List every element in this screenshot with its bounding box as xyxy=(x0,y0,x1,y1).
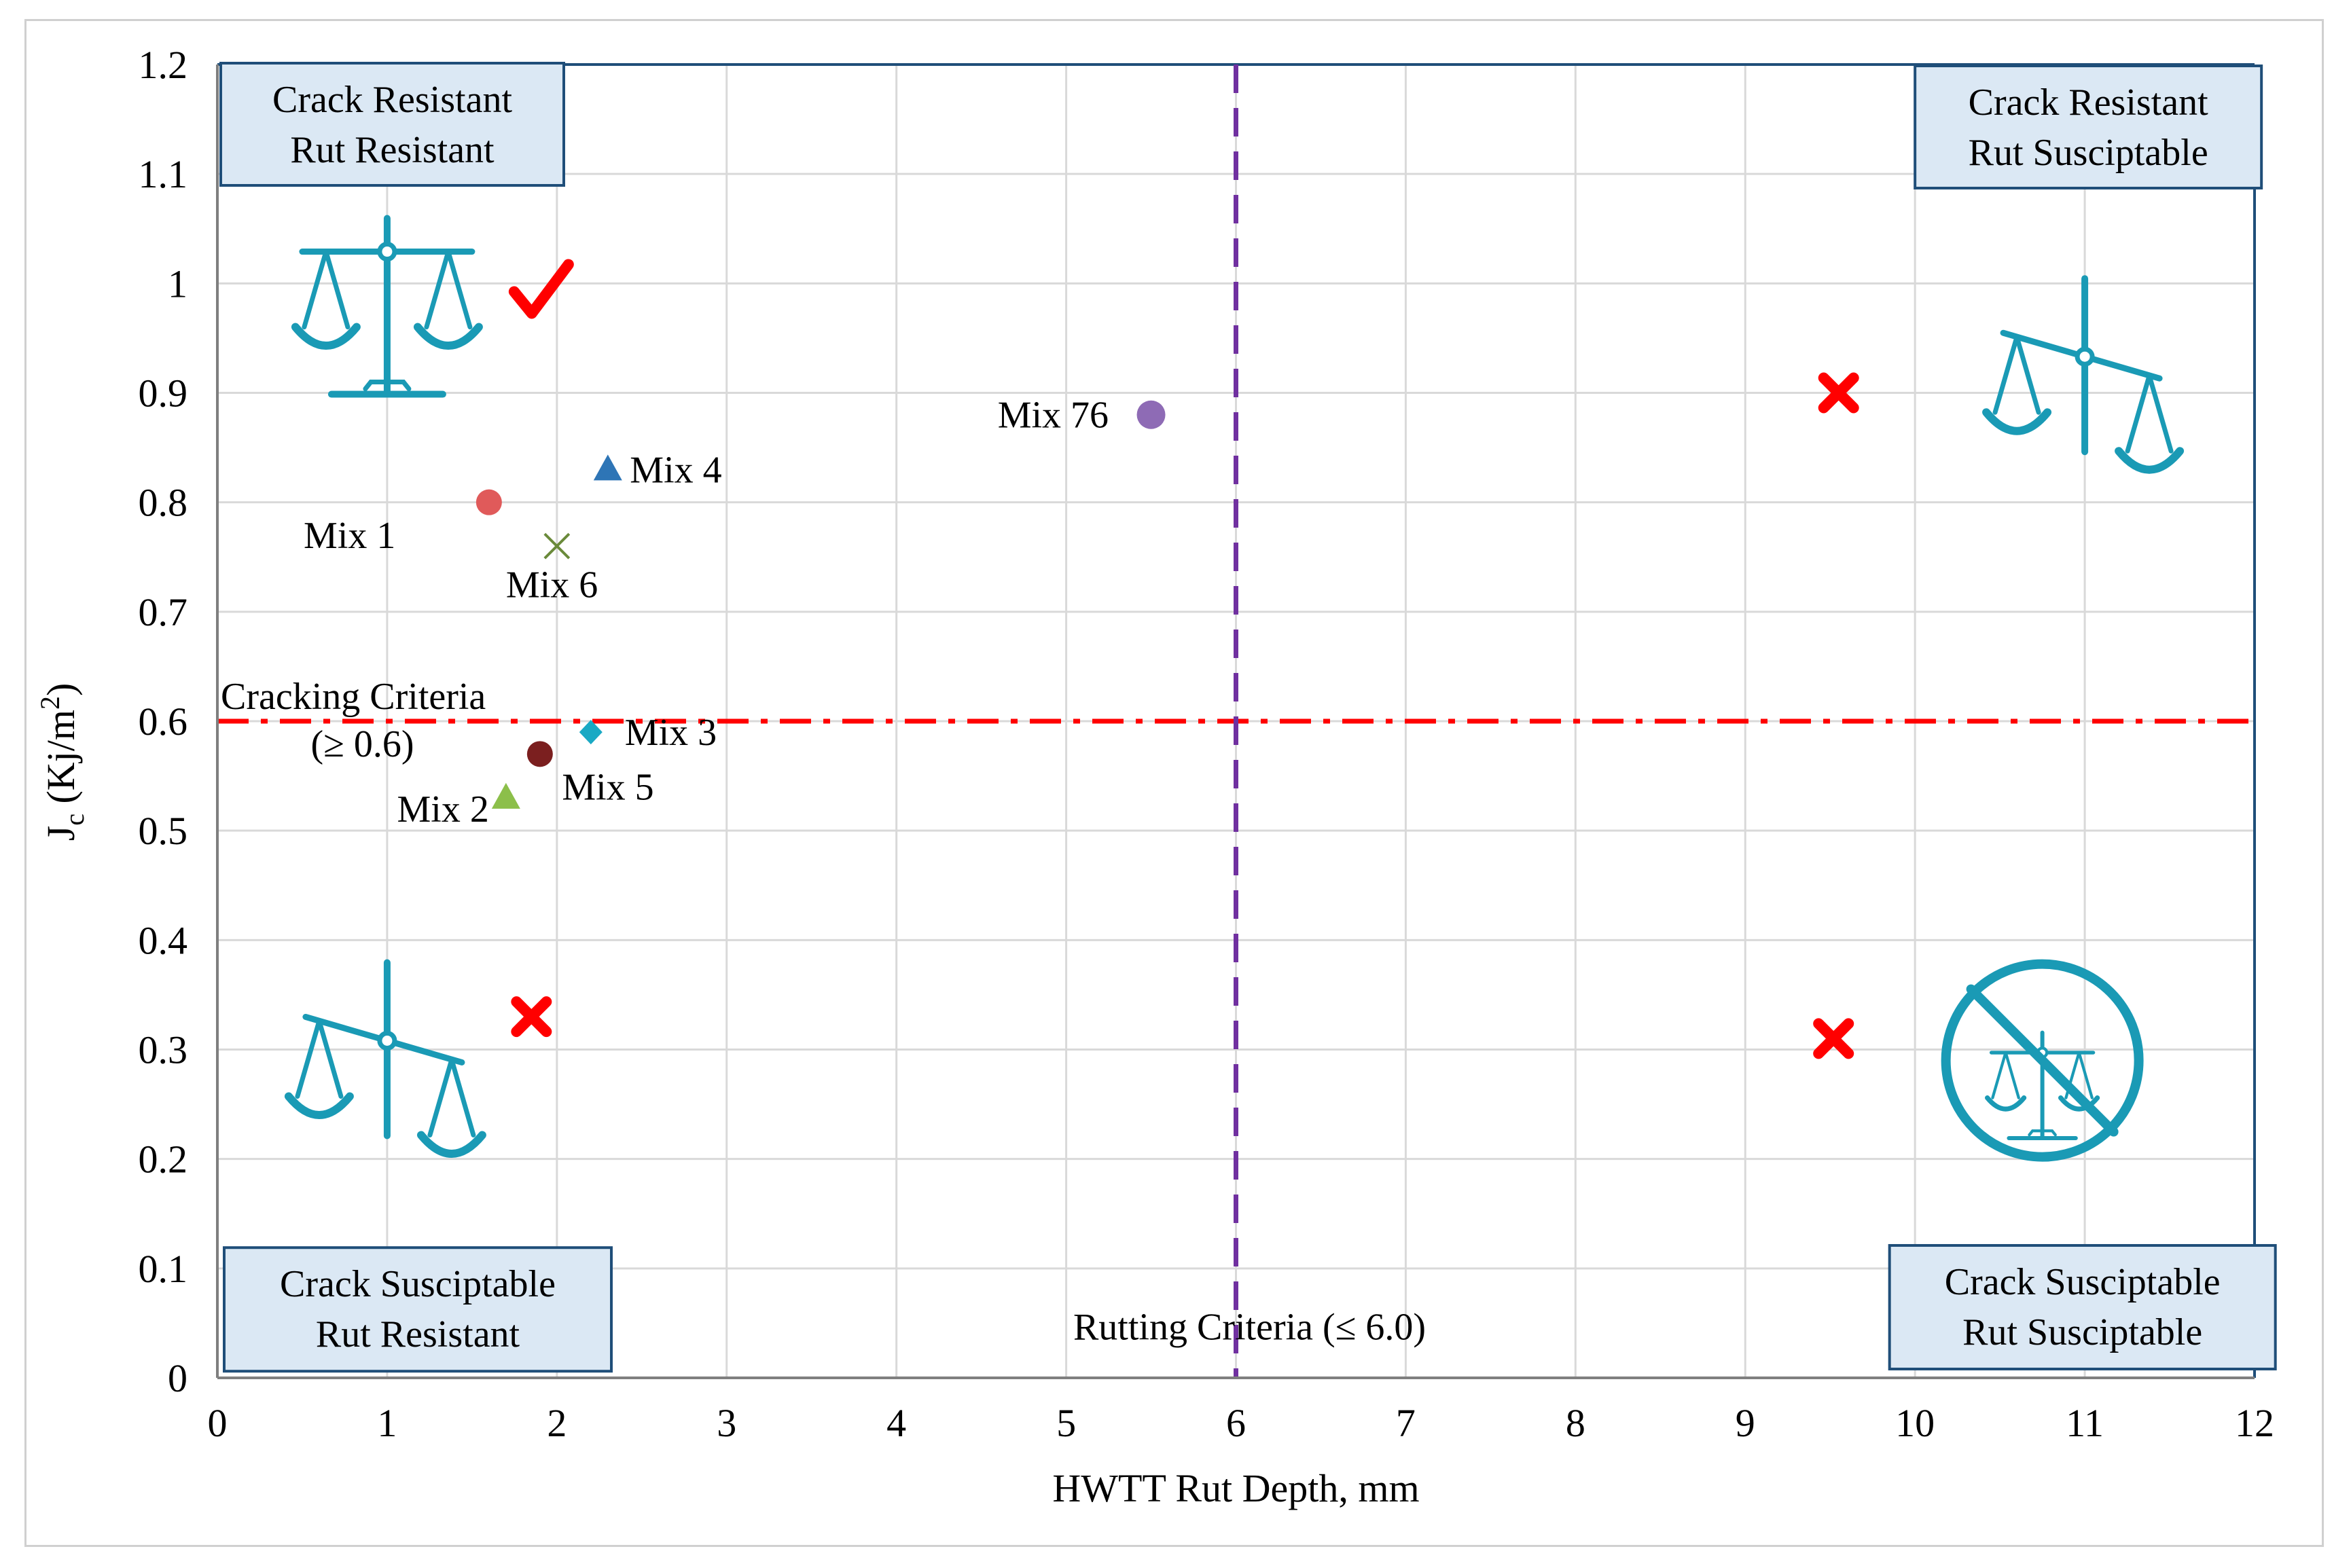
quadrant-box-top-left xyxy=(219,62,565,187)
prohibited-scale-icon xyxy=(1941,959,2144,1162)
mix-2-point xyxy=(491,782,520,809)
x-tick-label: 3 xyxy=(717,1401,736,1445)
prohibited-inner-scale xyxy=(1988,1033,2098,1138)
prohibited-slash xyxy=(1966,984,2119,1137)
x-axis-title: HWTT Rut Depth, mm xyxy=(1052,1466,1419,1510)
mix-5-label: Mix 5 xyxy=(562,767,653,809)
tilted-scale-icon xyxy=(289,962,482,1154)
y-tick-label: 0.3 xyxy=(139,1028,188,1072)
y-tick-label: 0.7 xyxy=(139,590,188,634)
tilted-scale-icon xyxy=(1986,278,2180,470)
x-tick-label: 4 xyxy=(886,1401,906,1445)
mix-3-label: Mix 3 xyxy=(625,712,717,754)
x-tick-label: 12 xyxy=(2235,1401,2274,1445)
quadrant-label-top-left-line2: Rut Resistant xyxy=(290,129,495,171)
x-tick-label: 11 xyxy=(2066,1401,2104,1445)
y-axis-title: Jc (Kj/m2) xyxy=(35,683,90,841)
quadrant-label-top-right-line1: Crack Resistant xyxy=(1969,81,2208,124)
mix-4-point xyxy=(593,454,622,481)
mix-76-label: Mix 76 xyxy=(998,395,1109,437)
y-tick-label: 0.5 xyxy=(139,809,188,853)
y-tick-label: 0.1 xyxy=(139,1247,188,1291)
y-axis-title-unit: (Kj/m xyxy=(39,710,83,814)
x-tick-label: 8 xyxy=(1566,1401,1585,1445)
mix-76-point xyxy=(1136,400,1166,429)
y-tick-label: 0.6 xyxy=(139,699,188,744)
x-tick-label: 5 xyxy=(1056,1401,1076,1445)
balanced-scale-icon xyxy=(295,219,479,395)
cracking-criteria-label: Cracking Criteria xyxy=(221,676,486,718)
y-axis-title-close: ) xyxy=(39,683,83,696)
quadrant-label-top-left-line1: Crack Resistant xyxy=(272,79,512,121)
quadrant-box-bottom-left xyxy=(222,1246,613,1373)
mix-6-point xyxy=(543,532,571,560)
y-tick-label: 1.2 xyxy=(139,43,188,87)
cracking-criteria-value: (≥ 0.6) xyxy=(310,723,414,765)
x-tick-label: 9 xyxy=(1736,1401,1755,1445)
y-tick-label: 0.4 xyxy=(139,918,188,962)
y-tick-label: 0.2 xyxy=(139,1137,188,1182)
quadrant-label-bottom-left-line1: Crack Susciptable xyxy=(280,1263,556,1305)
x-tick-label: 7 xyxy=(1396,1401,1416,1445)
mix-4-label: Mix 4 xyxy=(630,449,721,491)
mix-3-point xyxy=(579,720,603,745)
x-tick-label: 0 xyxy=(208,1401,228,1445)
x-tick-label: 6 xyxy=(1226,1401,1246,1445)
y-tick-label: 1 xyxy=(168,261,187,306)
y-axis-title-subscript: c xyxy=(59,814,90,826)
quadrant-label-bottom-right-line1: Crack Susciptable xyxy=(1945,1261,2221,1303)
mix-1-label: Mix 1 xyxy=(304,515,395,557)
prohibited-circle xyxy=(1941,959,2144,1162)
y-tick-label: 0.8 xyxy=(139,481,188,525)
x-tick-label: 2 xyxy=(547,1401,567,1445)
y-tick-label: 0 xyxy=(168,1356,187,1400)
mix-2-label: Mix 2 xyxy=(397,788,489,831)
cross-mark-icon xyxy=(1813,1018,1854,1059)
x-tick-label: 1 xyxy=(377,1401,397,1445)
x-tick-label: 10 xyxy=(1895,1401,1935,1445)
cross-mark-icon xyxy=(1818,372,1859,414)
quadrant-label-bottom-right-line2: Rut Susciptable xyxy=(1962,1311,2202,1353)
cross-mark-icon xyxy=(511,996,552,1038)
mix-6-label: Mix 6 xyxy=(506,564,598,606)
check-mark-icon xyxy=(508,259,574,319)
mix-5-point xyxy=(526,741,553,767)
y-axis-title-superscript: 2 xyxy=(35,696,65,710)
quadrant-box-bottom-right xyxy=(1888,1243,2277,1370)
quadrant-label-bottom-left-line2: Rut Resistant xyxy=(316,1313,520,1355)
scatter-chart: Cracking Criteria (≥ 0.6) Rutting Criteria… xyxy=(35,43,2277,1510)
rutting-criteria-label: Rutting Criteria (≤ 6.0) xyxy=(1073,1307,1426,1349)
y-tick-label: 1.1 xyxy=(139,152,188,196)
quadrant-box-top-right xyxy=(1914,65,2263,189)
mix-1-point xyxy=(475,489,502,515)
y-axis-title-main: J xyxy=(39,826,83,841)
y-tick-label: 0.9 xyxy=(139,371,188,416)
quadrant-label-top-right-line2: Rut Susciptable xyxy=(1969,132,2208,174)
chart-frame: Cracking Criteria (≥ 0.6) Rutting Criteria… xyxy=(24,19,2324,1547)
